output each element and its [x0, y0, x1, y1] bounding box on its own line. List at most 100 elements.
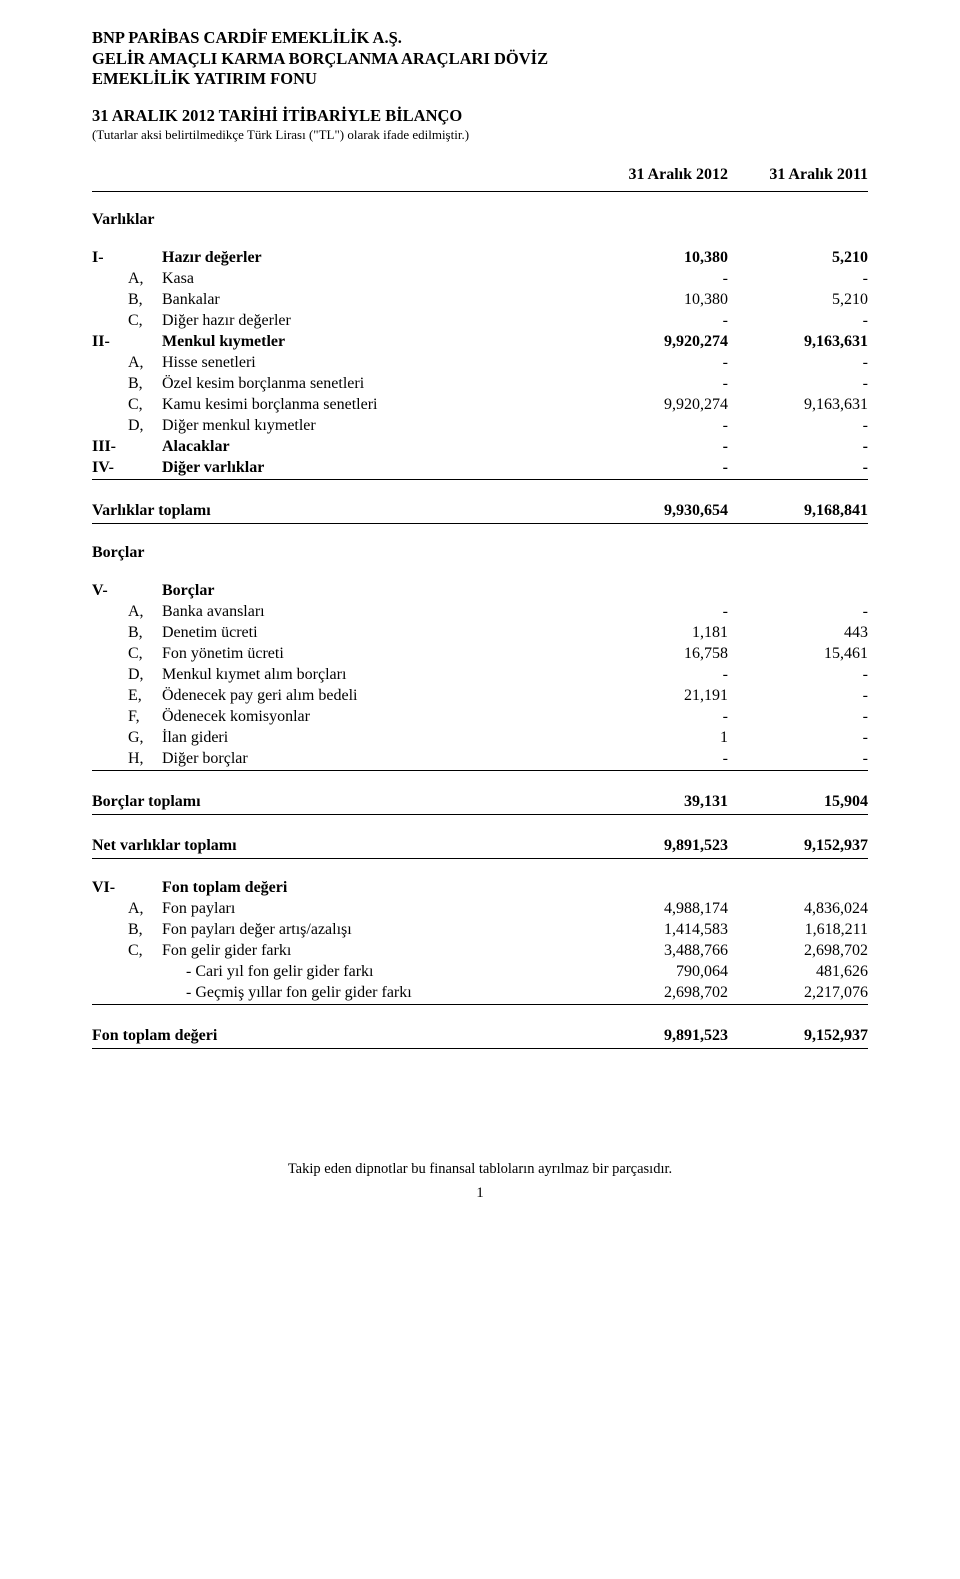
label: Diğer varlıklar — [162, 458, 588, 479]
label: Borçlar toplamı — [92, 790, 518, 814]
value-2011: - — [728, 686, 868, 707]
label: Fon payları değer artış/azalışı — [162, 920, 588, 941]
sub: A, — [128, 269, 162, 290]
value-2011: 9,152,937 — [728, 834, 868, 858]
company-name: BNP PARİBAS CARDİF EMEKLİLİK A.Ş. — [92, 28, 868, 49]
marker: IV- — [92, 458, 128, 479]
value-2012: - — [588, 311, 728, 332]
label: Borçlar — [162, 581, 588, 602]
marker: III- — [92, 437, 128, 458]
value-2011: 2,698,702 — [728, 941, 868, 962]
footer-note: Takip eden dipnotlar bu finansal tablola… — [92, 1160, 868, 1178]
sub: D, — [128, 416, 162, 437]
row-vi: VI- Fon toplam değeri — [92, 878, 868, 899]
value-2011: 9,163,631 — [728, 332, 868, 353]
sub: A, — [128, 899, 162, 920]
sub: E, — [128, 686, 162, 707]
value-2011: 1,618,211 — [728, 920, 868, 941]
value-2012: - — [588, 458, 728, 479]
value-2012: 790,064 — [588, 962, 728, 983]
row-vic: C, Fon gelir gider farkı 3,488,766 2,698… — [92, 941, 868, 962]
row-vic2: - Geçmiş yıllar fon gelir gider farkı 2,… — [92, 983, 868, 1004]
liabilities-table: V- Borçlar A, Banka avansları - - B, Den… — [92, 581, 868, 860]
value-2011: - — [728, 374, 868, 395]
value-2012: 1,181 — [588, 623, 728, 644]
label: Banka avansları — [162, 602, 588, 623]
sub: G, — [128, 728, 162, 749]
value-2011: - — [728, 353, 868, 374]
sub: H, — [128, 749, 162, 770]
fund-table: VI- Fon toplam değeri A, Fon payları 4,9… — [92, 878, 868, 1050]
marker: V- — [92, 581, 128, 602]
value-2011: 15,461 — [728, 644, 868, 665]
value-2012: 2,698,702 — [588, 983, 728, 1004]
label: Net varlıklar toplamı — [92, 834, 518, 858]
value-2012: 9,891,523 — [588, 1024, 728, 1048]
period-2: 31 Aralık 2011 — [728, 165, 868, 185]
value-2012: 16,758 — [588, 644, 728, 665]
fund-name-1: GELİR AMAÇLI KARMA BORÇLANMA ARAÇLARI DÖ… — [92, 49, 868, 70]
label: - Cari yıl fon gelir gider farkı — [162, 962, 588, 983]
label: Fon toplam değeri — [162, 878, 588, 899]
value-2012: 10,380 — [588, 290, 728, 311]
value-2012: - — [588, 374, 728, 395]
value-2012: - — [588, 353, 728, 374]
value-2012: - — [588, 707, 728, 728]
liabilities-section-title: Borçlar — [92, 543, 868, 563]
currency-note: (Tutarlar aksi belirtilmedikçe Türk Lira… — [92, 127, 868, 143]
value-2011: - — [728, 269, 868, 290]
row-v: V- Borçlar — [92, 581, 868, 602]
value-2012: 9,920,274 — [588, 395, 728, 416]
label: Menkul kıymetler — [162, 332, 588, 353]
value-2012: 10,380 — [588, 248, 728, 269]
report-title: 31 ARALIK 2012 TARİHİ İTİBARİYLE BİLANÇO — [92, 106, 868, 127]
label: Fon payları — [162, 899, 588, 920]
row-vf: F, Ödenecek komisyonlar - - — [92, 707, 868, 728]
label: Diğer hazır değerler — [162, 311, 588, 332]
sub: C, — [128, 941, 162, 962]
label: Varlıklar toplamı — [92, 499, 518, 523]
value-2012: - — [588, 749, 728, 770]
label: Ödenecek pay geri alım bedeli — [162, 686, 588, 707]
row-via: A, Fon payları 4,988,174 4,836,024 — [92, 899, 868, 920]
fund-rule-bottom — [92, 1048, 868, 1049]
value-2012: 1 — [588, 728, 728, 749]
value-2011: 443 — [728, 623, 868, 644]
sub: B, — [128, 920, 162, 941]
label: - Geçmiş yıllar fon gelir gider farkı — [162, 983, 588, 1004]
sub: D, — [128, 665, 162, 686]
fund-name-2: EMEKLİLİK YATIRIM FONU — [92, 69, 868, 90]
marker: I- — [92, 248, 128, 269]
sub: C, — [128, 644, 162, 665]
value-2012: - — [588, 437, 728, 458]
value-2012: - — [588, 602, 728, 623]
row-vib: B, Fon payları değer artış/azalışı 1,414… — [92, 920, 868, 941]
row-vic1: - Cari yıl fon gelir gider farkı 790,064… — [92, 962, 868, 983]
value-2011: - — [728, 437, 868, 458]
header-spacer — [92, 90, 868, 106]
row-vh: H, Diğer borçlar - - — [92, 749, 868, 770]
value-2012: 21,191 — [588, 686, 728, 707]
label: Fon gelir gider farkı — [162, 941, 588, 962]
value-2011: 5,210 — [728, 290, 868, 311]
value-2012: 3,488,766 — [588, 941, 728, 962]
sub: F, — [128, 707, 162, 728]
period-1: 31 Aralık 2012 — [588, 165, 728, 185]
row-va: A, Banka avansları - - — [92, 602, 868, 623]
row-vd: D, Menkul kıymet alım borçları - - — [92, 665, 868, 686]
sub: A, — [128, 602, 162, 623]
label: Menkul kıymet alım borçları — [162, 665, 588, 686]
sub: B, — [128, 623, 162, 644]
value-2012: 39,131 — [588, 790, 728, 814]
value-2011: - — [728, 707, 868, 728]
sub: C, — [128, 395, 162, 416]
label: Alacaklar — [162, 437, 588, 458]
row-iib: B, Özel kesim borçlanma senetleri - - — [92, 374, 868, 395]
sub: B, — [128, 374, 162, 395]
row-fund-total: Fon toplam değeri 9,891,523 9,152,937 — [92, 1024, 868, 1048]
marker: II- — [92, 332, 128, 353]
row-ib: B, Bankalar 10,380 5,210 — [92, 290, 868, 311]
assets-rule-bottom — [92, 523, 868, 524]
value-2012: - — [588, 665, 728, 686]
value-2011: - — [728, 416, 868, 437]
